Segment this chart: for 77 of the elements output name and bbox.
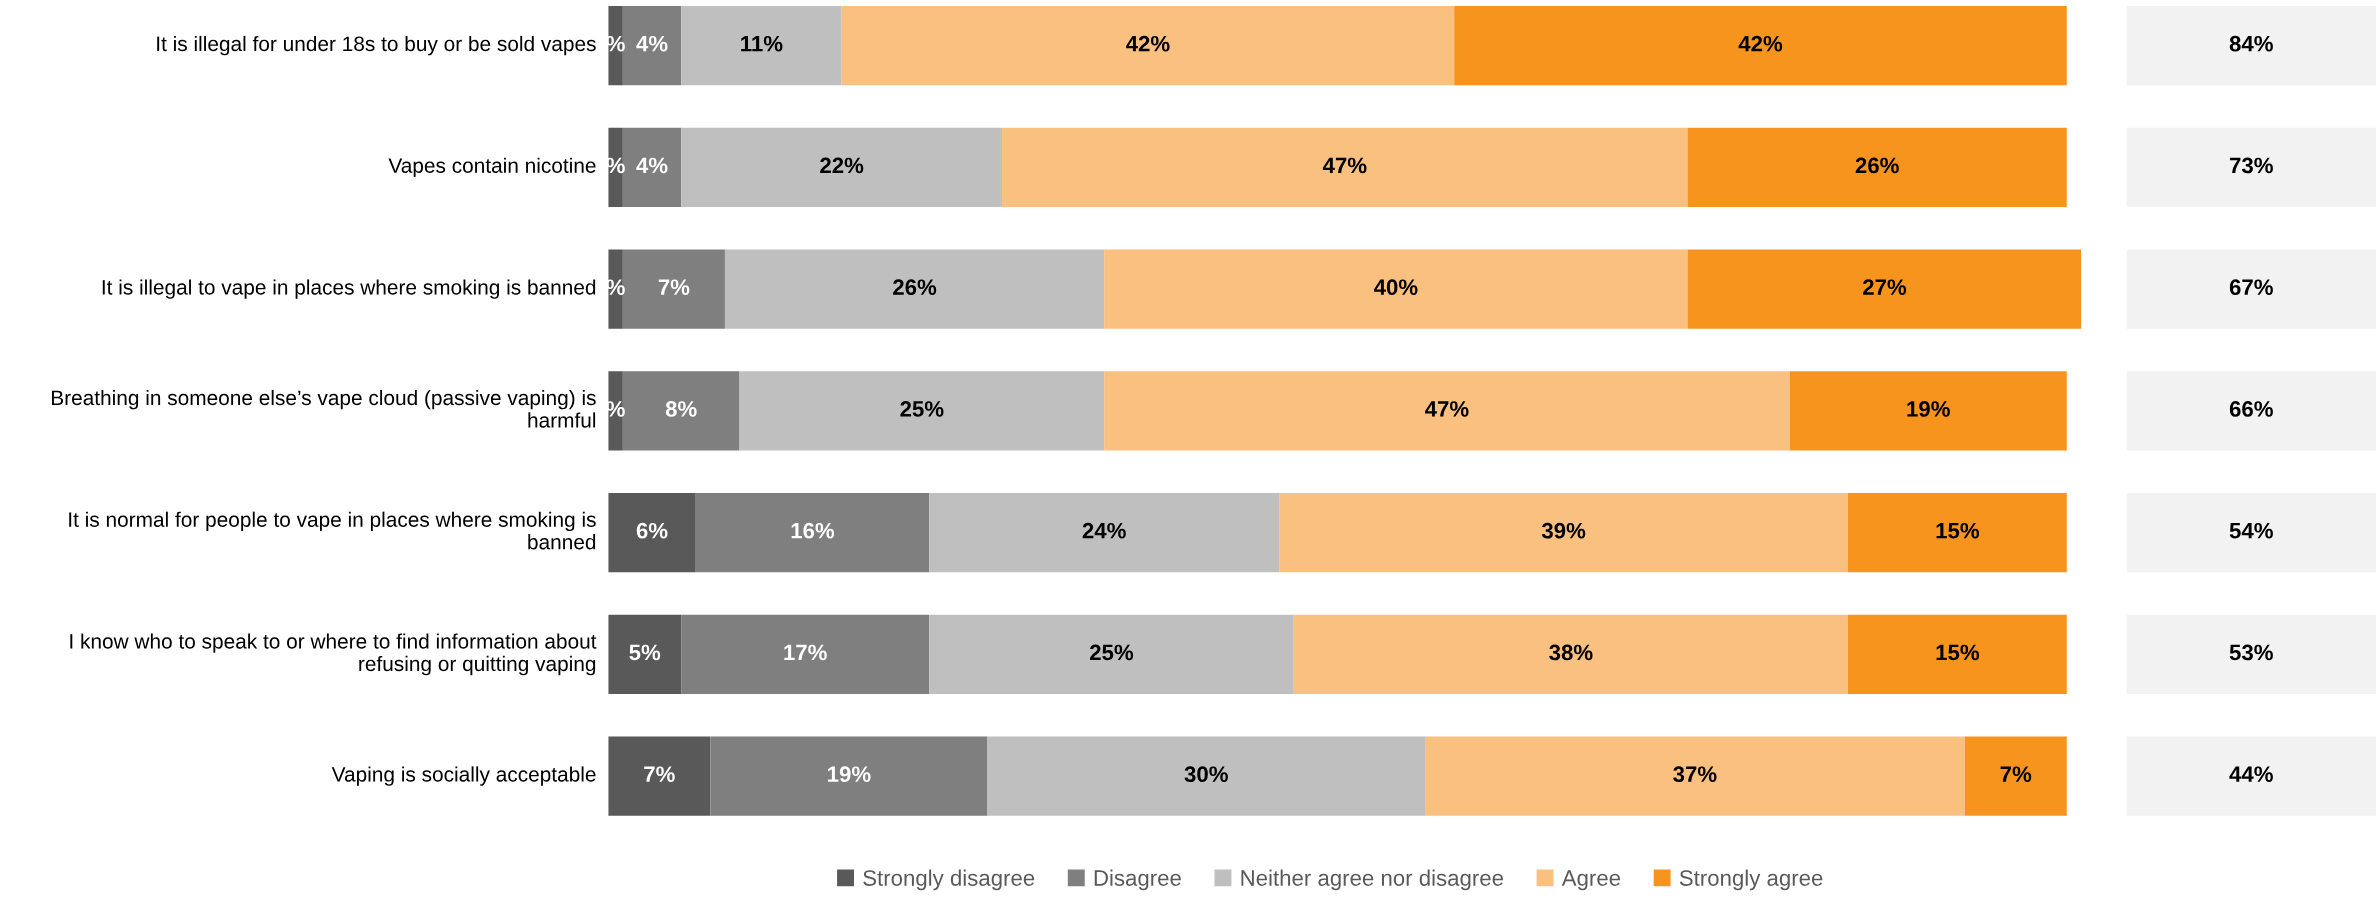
data-label: 40% <box>1373 279 1418 296</box>
data-label: 7% <box>658 279 690 296</box>
bar <box>987 736 1426 816</box>
bar <box>1848 493 2067 573</box>
data-label: 16% <box>791 522 835 539</box>
bar <box>1104 249 1688 329</box>
data-label: 39% <box>1541 522 1586 539</box>
bar <box>608 614 682 694</box>
legend-label: Agree <box>1561 870 1621 891</box>
bar <box>1104 371 1790 451</box>
bar <box>681 127 1003 207</box>
data-label: 26% <box>893 279 937 296</box>
bar <box>1293 614 1849 694</box>
bar <box>739 371 1105 451</box>
data-label: 19% <box>828 766 871 783</box>
bar <box>1002 127 1688 207</box>
data-label: 24% <box>1082 522 1126 539</box>
category-label: It is illegal for under 18s to buy or be sold vapes <box>157 35 596 56</box>
data-label: 19% <box>1907 401 1950 417</box>
legend-label: Strongly agree <box>1679 869 1823 891</box>
bar <box>695 493 930 573</box>
data-label: 15% <box>1936 644 1980 661</box>
text: 54% <box>2229 522 2273 539</box>
data-label: 5% <box>629 644 661 661</box>
bar <box>1964 736 2067 816</box>
data-label: 26% <box>1855 157 1899 174</box>
data-label: 4% <box>636 35 668 52</box>
bar <box>608 493 696 573</box>
data-label: 7% <box>644 766 675 783</box>
category-label: Vapes contain nicotine <box>388 157 596 178</box>
data-label: 22% <box>820 157 864 174</box>
bar <box>929 614 1294 694</box>
bar <box>841 6 1455 86</box>
bar <box>1848 614 2067 694</box>
data-label: 30% <box>1184 766 1228 783</box>
text: 44% <box>2229 766 2273 783</box>
data-label: 25% <box>900 401 944 417</box>
text: 66% <box>2229 401 2273 417</box>
data-label: 47% <box>1322 157 1367 174</box>
legend-label: Disagree <box>1094 869 1181 891</box>
bar <box>608 736 711 816</box>
text: 67% <box>2229 279 2273 296</box>
data-label: 42% <box>1738 35 1783 52</box>
data-label: 17% <box>784 644 827 661</box>
text: 84% <box>2229 35 2273 52</box>
data-label: 37% <box>1673 766 1717 783</box>
bar <box>681 6 842 86</box>
legend-label: Neither agree nor disagree <box>1241 869 1503 891</box>
data-label: 25% <box>1089 644 1134 661</box>
category-label: Breathing in someone else’s vape cloud (passive vaping) is harmful <box>51 389 596 428</box>
bar <box>1789 371 2067 451</box>
bar <box>710 736 988 816</box>
bar <box>681 614 930 694</box>
legend-label: Strongly disagree <box>863 869 1035 891</box>
category-label: Vaping is socially acceptable <box>331 766 596 786</box>
bar <box>1454 6 2067 86</box>
text: 53% <box>2229 644 2273 661</box>
bar <box>1687 249 2082 329</box>
data-label: 4% <box>636 157 668 174</box>
bar <box>724 249 1105 329</box>
data-label: 11% <box>741 35 783 52</box>
data-label: 38% <box>1549 644 1593 661</box>
data-label: 7% <box>2000 766 2032 783</box>
bar <box>1687 127 2067 207</box>
data-label: 47% <box>1425 401 1469 417</box>
category-label: It is illegal to vape in places where smoking is banned <box>102 279 596 299</box>
data-label: 27% <box>1863 279 1907 296</box>
data-label: 8% <box>665 401 697 417</box>
bar <box>1279 493 1849 573</box>
data-label: 15% <box>1936 522 1980 539</box>
data-label: 42% <box>1126 35 1170 52</box>
bar <box>929 493 1280 573</box>
text: 73% <box>2229 157 2273 174</box>
data-label: 6% <box>636 522 668 539</box>
category-label: It is normal for people to vape in places where smoking is banned <box>69 511 596 550</box>
category-label: I know who to speak to or where to find information about refusing or quitting vaping <box>70 633 597 676</box>
bar <box>1425 736 1965 816</box>
